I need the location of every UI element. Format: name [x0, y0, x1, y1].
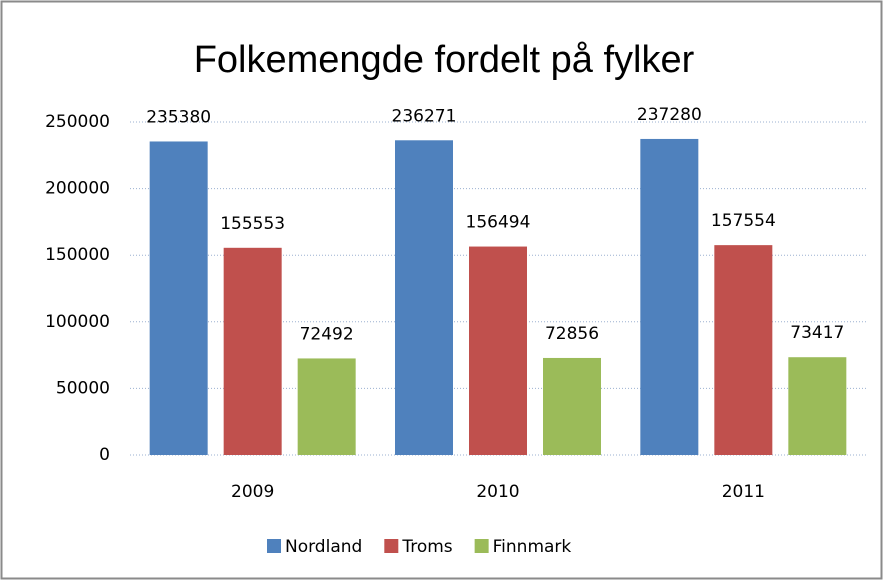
- legend-swatch: [267, 539, 281, 553]
- x-tick-label: 2009: [231, 482, 274, 502]
- bar: [469, 246, 527, 455]
- bar: [297, 358, 356, 455]
- legend-label: Troms: [401, 537, 452, 557]
- bar: [149, 141, 208, 455]
- y-tick-label: 0: [99, 445, 110, 465]
- y-tick-label: 100000: [45, 312, 110, 332]
- y-tick-label: 250000: [45, 112, 110, 132]
- legend-swatch: [384, 539, 399, 553]
- data-label: 73417: [790, 323, 844, 343]
- x-tick-label: 2010: [476, 482, 519, 502]
- data-label: 236271: [392, 106, 457, 126]
- bar: [395, 140, 453, 455]
- y-tick-label: 150000: [45, 245, 110, 265]
- legend-label: Finnmark: [493, 537, 572, 557]
- data-label: 72856: [545, 324, 599, 344]
- y-tick-label: 50000: [56, 378, 110, 398]
- chart-title: Folkemengde fordelt på fylker: [194, 39, 695, 81]
- data-label: 235380: [146, 107, 211, 127]
- legend-label: Nordland: [285, 537, 362, 557]
- bar: [543, 357, 601, 455]
- bar: [223, 247, 282, 455]
- bar: [714, 245, 773, 455]
- data-label: 156494: [466, 213, 531, 233]
- bar: [788, 357, 847, 455]
- data-label: 155553: [220, 214, 285, 234]
- legend-swatch: [474, 539, 489, 553]
- x-tick-label: 2011: [722, 482, 765, 502]
- y-tick-label: 200000: [45, 179, 110, 199]
- data-label: 72492: [300, 324, 354, 344]
- data-label: 157554: [711, 211, 776, 231]
- data-label: 237280: [637, 105, 702, 125]
- bar: [640, 138, 699, 455]
